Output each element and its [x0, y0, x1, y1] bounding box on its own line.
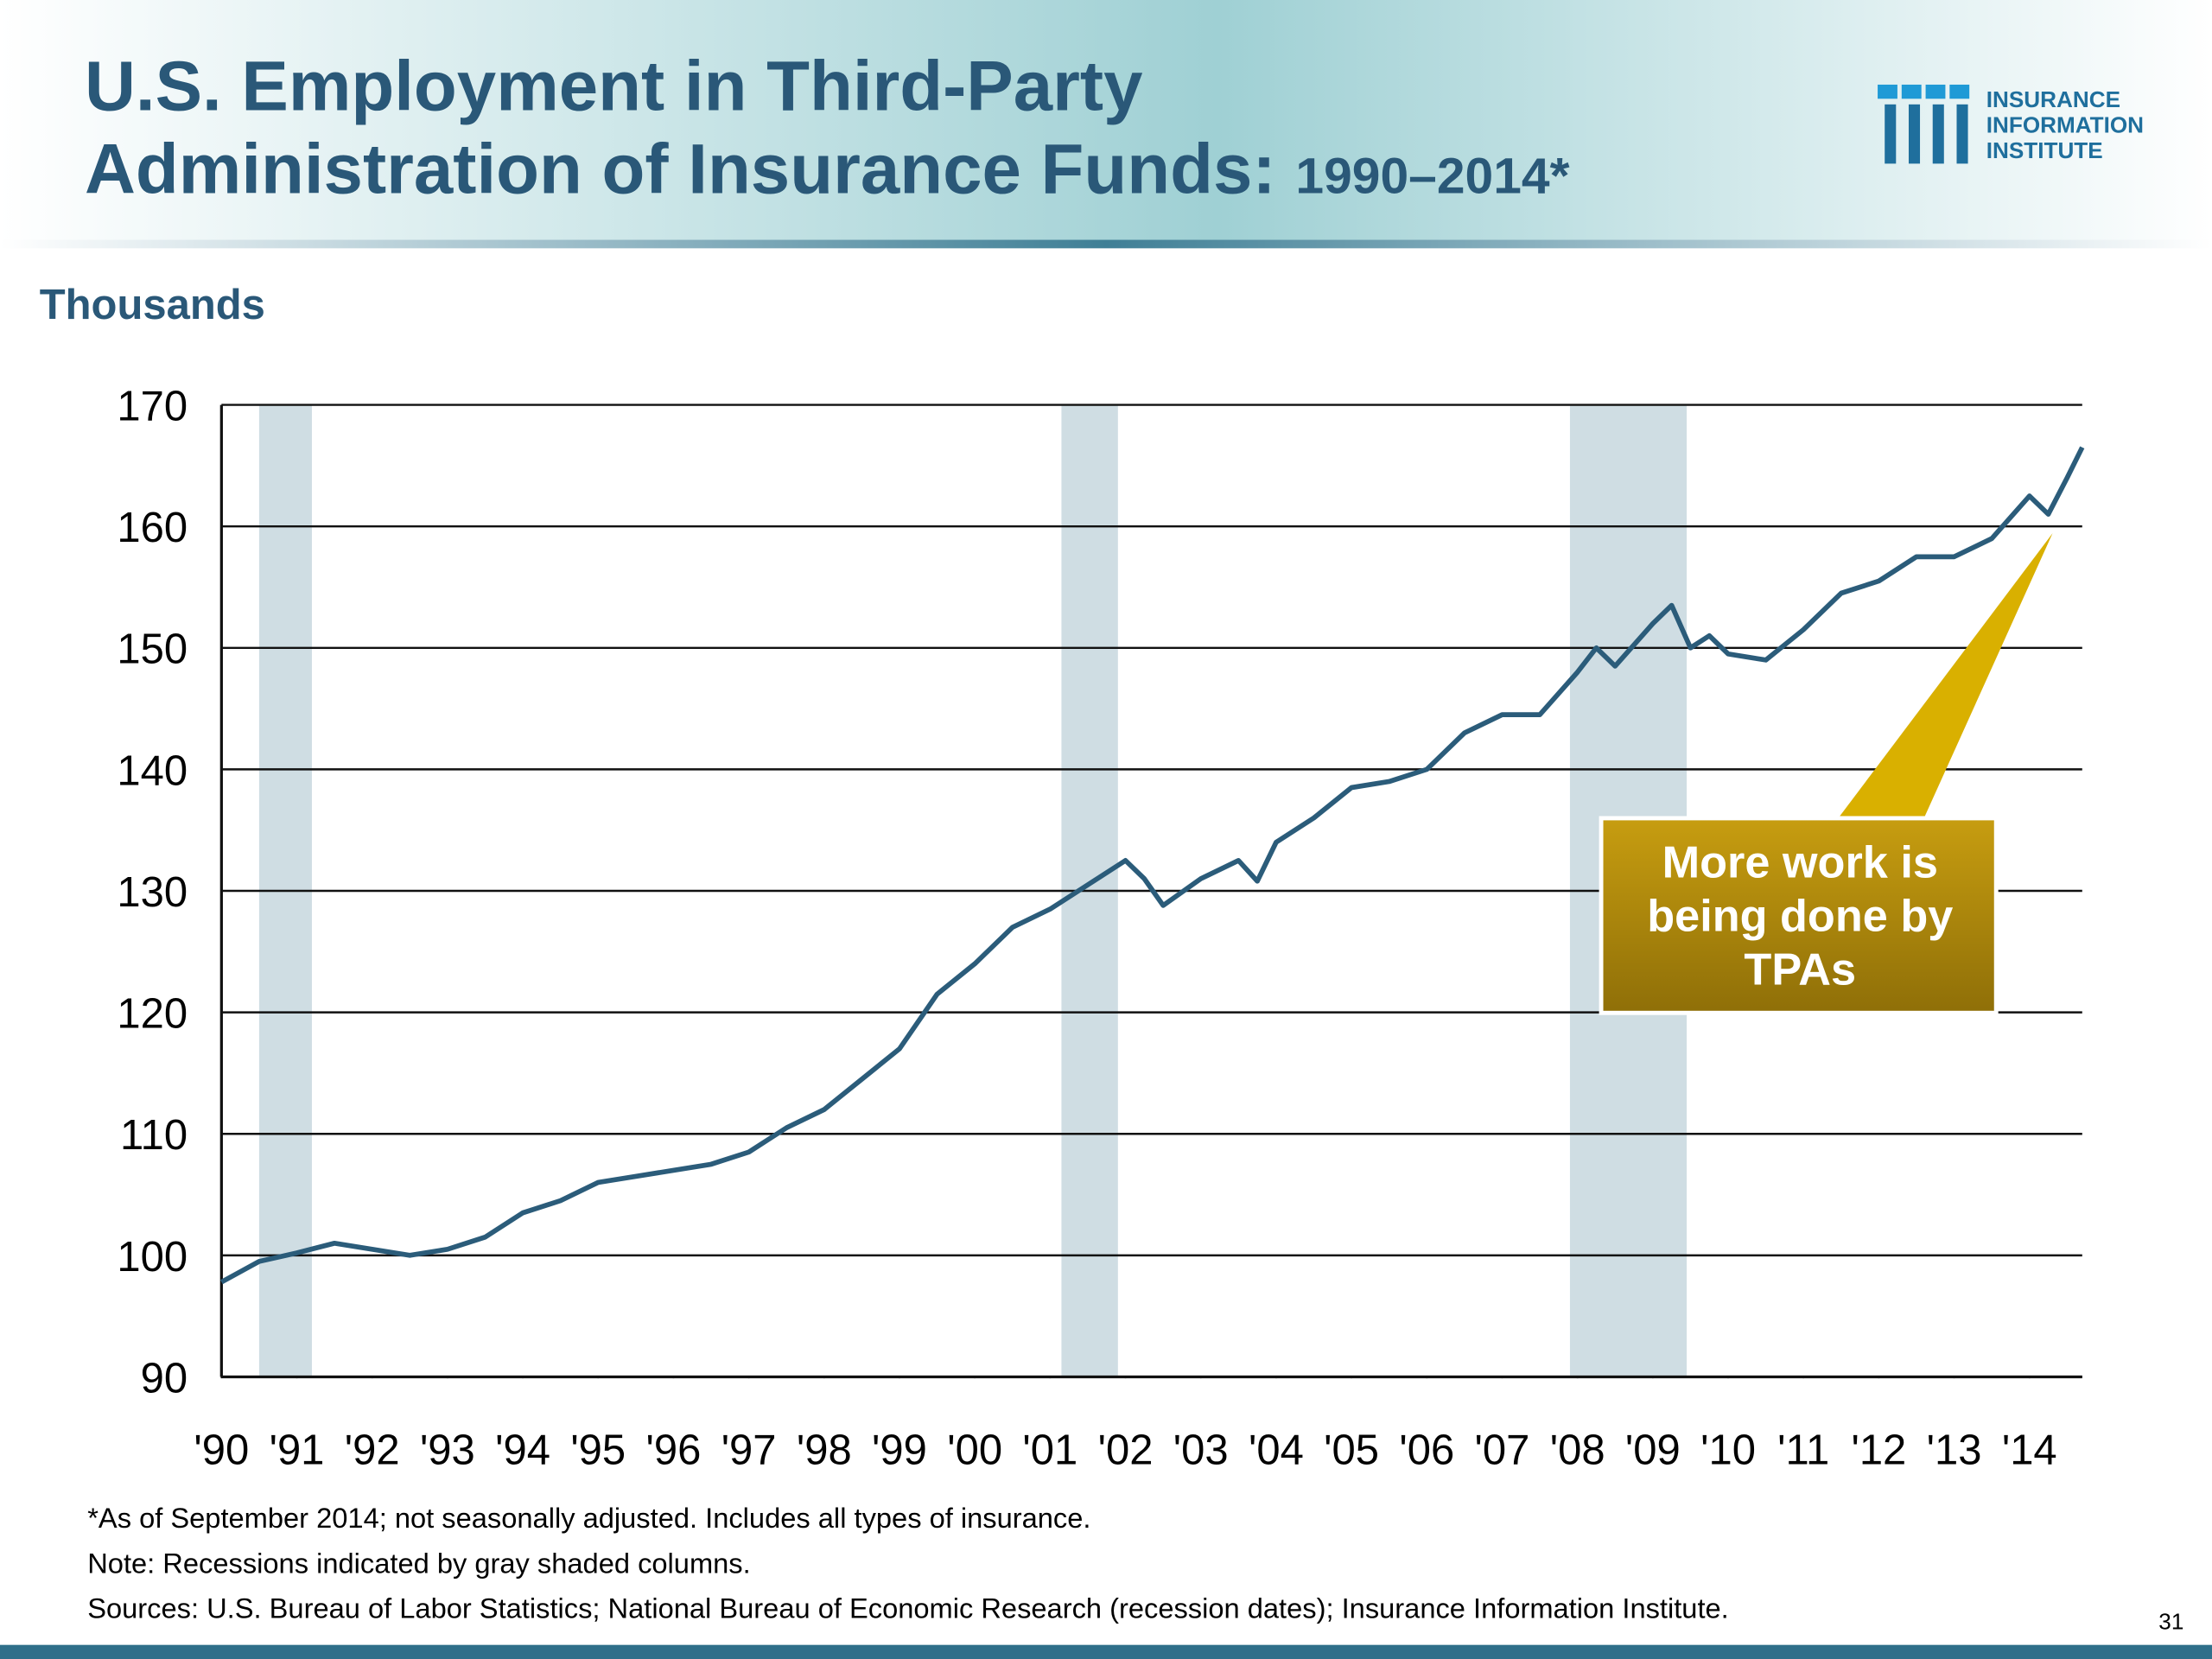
callout-box	[1599, 816, 1999, 1015]
header-bg	[0, 0, 2212, 243]
page-number: 31	[2158, 1609, 2183, 1635]
x-tick-label: '12	[1851, 1427, 1906, 1474]
callout-text: TPAs	[1744, 945, 1856, 995]
y-tick-label: 130	[117, 869, 188, 916]
y-tick-label: 90	[141, 1355, 188, 1402]
callout-text: being done by	[1647, 892, 1953, 942]
x-tick-label: '99	[872, 1427, 927, 1474]
x-tick-label: '11	[1777, 1427, 1829, 1474]
x-tick-label: '04	[1249, 1427, 1304, 1474]
x-tick-label: '98	[797, 1427, 852, 1474]
y-axis-label: Thousands	[40, 282, 265, 328]
title-line: Administration of Insurance Funds:	[85, 130, 1276, 209]
callout-text: More work is	[1662, 838, 1938, 888]
x-tick-label: '05	[1324, 1427, 1379, 1474]
logo-bar	[1878, 84, 1897, 99]
x-tick-label: '03	[1173, 1427, 1229, 1474]
x-tick-label: '10	[1700, 1427, 1756, 1474]
x-tick-label: '90	[194, 1427, 249, 1474]
x-tick-label: '92	[345, 1427, 400, 1474]
x-tick-label: '96	[646, 1427, 702, 1474]
logo-bar	[1885, 104, 1897, 164]
x-tick-label: '09	[1625, 1427, 1681, 1474]
logo: INSURANCE INFORMATION INSTITUTE	[1878, 84, 2144, 164]
y-tick-label: 140	[117, 747, 188, 794]
footnote: Sources: U.S. Bureau of Labor Statistics…	[87, 1592, 1729, 1624]
x-tick-label: '06	[1399, 1427, 1454, 1474]
logo-text: INSURANCE	[1986, 86, 2120, 112]
logo-bar	[1901, 84, 1922, 99]
x-tick-label: '93	[420, 1427, 475, 1474]
chart-title: Administration of Insurance Funds: 1990–2…	[85, 130, 1570, 209]
y-tick-label: 170	[117, 384, 188, 430]
x-tick-label: '94	[495, 1427, 550, 1474]
footnote: Note: Recessions indicated by gray shade…	[87, 1547, 750, 1579]
y-tick-label: 110	[120, 1112, 188, 1159]
callout-pointer	[1834, 533, 2053, 824]
x-tick-label: '01	[1022, 1427, 1077, 1474]
chart-title: U.S. Employment in Third-Party	[85, 47, 1143, 125]
subtitle: 1990–2014*	[1295, 149, 1569, 205]
y-tick-label: 100	[117, 1234, 188, 1281]
footer-bar	[0, 1644, 2212, 1659]
logo-text: INFORMATION	[1986, 111, 2144, 137]
x-tick-label: '91	[270, 1427, 325, 1474]
x-tick-label: '02	[1098, 1427, 1154, 1474]
x-tick-label: '95	[570, 1427, 626, 1474]
logo-bar	[1956, 104, 1968, 164]
header-band	[0, 239, 2212, 249]
x-tick-label: '97	[721, 1427, 777, 1474]
y-tick-label: 120	[117, 991, 188, 1038]
logo-bar	[1925, 84, 1946, 99]
y-tick-label: 160	[117, 505, 188, 551]
x-tick-label: '07	[1475, 1427, 1530, 1474]
logo-bar	[1949, 84, 1970, 99]
x-tick-label: '08	[1550, 1427, 1605, 1474]
logo-text: INSTITUTE	[1986, 137, 2103, 163]
logo-bar	[1908, 104, 1921, 164]
x-tick-label: '00	[947, 1427, 1002, 1474]
y-tick-label: 150	[117, 626, 188, 673]
data-line	[219, 446, 2085, 1285]
footnote: *As of September 2014; not seasonally ad…	[87, 1502, 1090, 1534]
x-tick-label: '13	[1927, 1427, 1982, 1474]
x-tick-label: '14	[2002, 1427, 2057, 1474]
logo-bar	[1932, 104, 1944, 164]
